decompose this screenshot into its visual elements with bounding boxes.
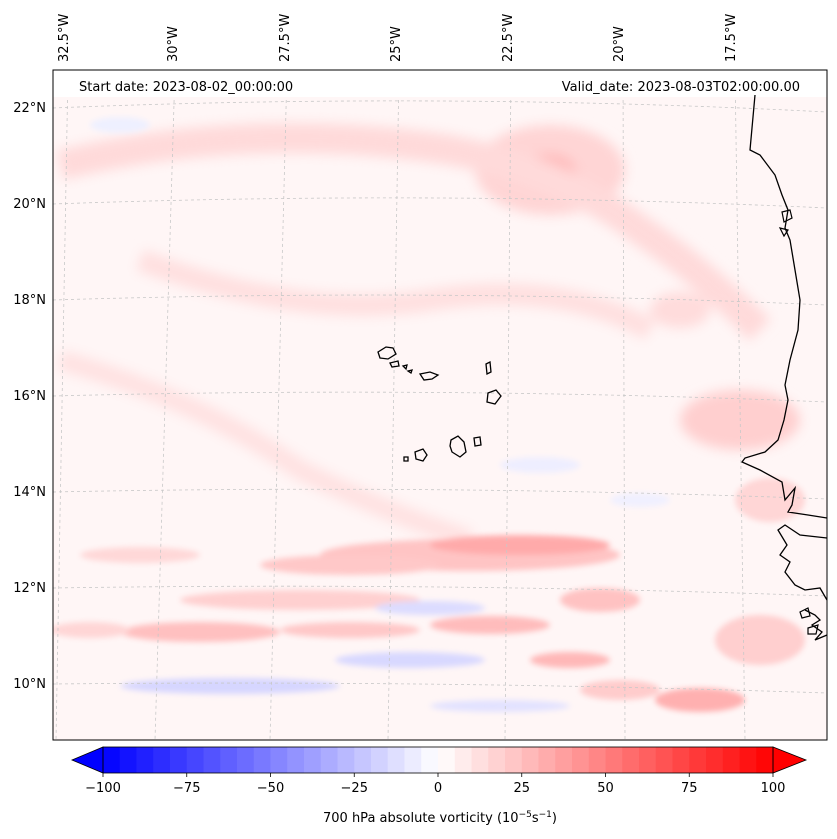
colorbar-tick-label: −100	[85, 781, 121, 796]
colorbar-label: 700 hPa absolute vorticity (10−5s−1)	[323, 810, 557, 826]
map-frame	[52, 69, 828, 741]
colorbar-cell	[505, 747, 523, 773]
colorbar-cell	[454, 747, 472, 773]
colorbar-cell	[655, 747, 673, 773]
lat-label-14n: 14°N	[13, 485, 46, 500]
colorbar-cell	[488, 747, 506, 773]
colorbar-tick-label: −75	[173, 781, 200, 796]
colorbar-cell	[287, 747, 305, 773]
lon-label-17-5w: 17.5°W	[724, 14, 739, 62]
colorbar-tick-label: 0	[434, 781, 442, 796]
colorbar-tick-label: −50	[257, 781, 284, 796]
africa-coastline	[740, 94, 827, 519]
colorbar-cell	[220, 747, 238, 773]
colorbar-tick-label: 75	[681, 781, 698, 796]
lat-label-10n: 10°N	[13, 677, 46, 692]
latitude-labels: 22°N 20°N 18°N 16°N 14°N 12°N 10°N	[13, 101, 46, 692]
longitude-labels: 32.5°W 30°W 27.5°W 25°W 22.5°W 20°W 17.5…	[57, 14, 739, 62]
colorbar-cell	[538, 747, 556, 773]
lon-label-20w: 20°W	[612, 26, 627, 62]
colorbar-cell	[438, 747, 456, 773]
valid-date-label: Valid_date: 2023-08-03T02:00:00.00	[562, 80, 800, 95]
colorbar-extend-min	[70, 746, 104, 774]
colorbar-cell	[270, 747, 288, 773]
colorbar-cell	[622, 747, 640, 773]
colorbar-cells	[103, 747, 774, 773]
colorbar-cell	[756, 747, 774, 773]
colorbar-cell	[722, 747, 740, 773]
colorbar-cell	[136, 747, 154, 773]
colorbar-cell	[605, 747, 623, 773]
colorbar-cell	[572, 747, 590, 773]
colorbar-tick-label: 100	[761, 781, 786, 796]
cape-verde-islands	[377, 346, 502, 462]
vorticity-field	[53, 117, 805, 712]
colorbar-cell	[354, 747, 372, 773]
colorbar-cell	[237, 747, 255, 773]
colorbar-cell	[304, 747, 322, 773]
colorbar-cell	[103, 747, 121, 773]
colorbar-cell	[471, 747, 489, 773]
lat-label-18n: 18°N	[13, 293, 46, 308]
senegal-guinea-coast	[777, 524, 827, 641]
colorbar-cell	[404, 747, 422, 773]
colorbar-cell	[706, 747, 724, 773]
colorbar-tick-label: −25	[341, 781, 368, 796]
colorbar-extend-max	[772, 746, 808, 774]
lon-label-27-5w: 27.5°W	[278, 14, 293, 62]
colorbar-cell	[203, 747, 221, 773]
colorbar-cell	[639, 747, 657, 773]
colorbar-cell	[421, 747, 439, 773]
lat-label-12n: 12°N	[13, 581, 46, 596]
colorbar-cell	[337, 747, 355, 773]
colorbar-cell	[371, 747, 389, 773]
colorbar-tick-label: 50	[597, 781, 614, 796]
colorbar-cell	[186, 747, 204, 773]
colorbar-cell	[689, 747, 707, 773]
colorbar: −100 −75 −50 −25 0 25 50 75 100 700 hPa absolute…	[70, 746, 808, 826]
lat-label-20n: 20°N	[13, 197, 46, 212]
colorbar-ticks: −100 −75 −50 −25 0 25 50 75 100	[85, 773, 785, 796]
colorbar-cell	[672, 747, 690, 773]
colorbar-cell	[320, 747, 338, 773]
colorbar-cell	[170, 747, 188, 773]
map-panel	[53, 70, 827, 740]
lon-label-25w: 25°W	[389, 26, 404, 62]
lon-label-22-5w: 22.5°W	[501, 14, 516, 62]
lat-label-16n: 16°N	[13, 389, 46, 404]
africa-coast-islets	[778, 209, 819, 635]
header-band	[53, 70, 827, 97]
lon-label-30w: 30°W	[166, 26, 181, 62]
colorbar-cell	[521, 747, 539, 773]
lat-label-22n: 22°N	[13, 101, 46, 116]
colorbar-tick-label: 25	[513, 781, 530, 796]
gridlines	[53, 70, 827, 740]
lon-label-32-5w: 32.5°W	[57, 14, 72, 62]
start-date-label: Start date: 2023-08-02_00:00:00	[79, 80, 293, 95]
colorbar-cell	[739, 747, 757, 773]
colorbar-cell	[153, 747, 171, 773]
colorbar-cell	[253, 747, 271, 773]
colorbar-cell	[555, 747, 573, 773]
colorbar-cell	[387, 747, 405, 773]
colorbar-cell	[588, 747, 606, 773]
colorbar-cell	[119, 747, 137, 773]
